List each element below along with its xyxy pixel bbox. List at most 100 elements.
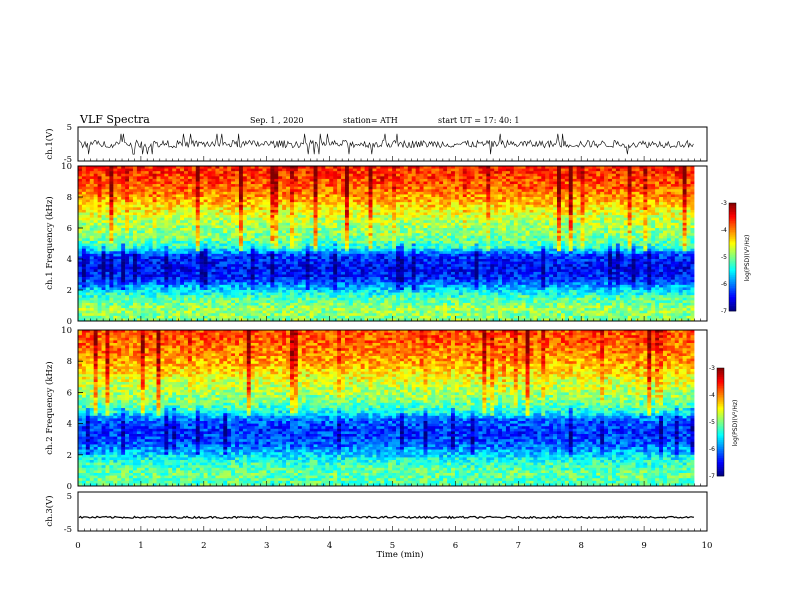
spec1-cell [254,310,259,314]
spec1-cell [262,171,267,175]
spec1-cell [215,261,220,265]
spec1-cell [125,233,130,237]
spec1-cell [101,171,106,175]
spec1-cell [282,246,287,249]
spec1-cell [282,271,287,275]
spec1-cell [266,246,271,249]
spec1-cell [105,271,110,275]
spec1-cell [274,181,279,185]
spec1-cell [140,305,146,309]
spec1-cell [113,212,118,216]
spec1-cell [274,300,279,304]
spec1-cell [105,189,110,193]
spec1-cell [117,287,122,291]
spec1-cell [235,284,240,288]
spec1-cell [396,228,401,231]
spec1-cell [235,240,240,244]
spec1-cell [129,215,134,218]
spec1-cell [274,287,279,291]
spec1-cell [125,264,130,268]
spec1-cell [184,189,189,193]
spec1-cell [97,266,102,270]
spec1-cell [388,287,393,291]
spec1-cell [203,194,208,198]
spec1-cell [262,266,267,270]
spec1-cell [278,266,283,270]
spec1-cell [396,246,401,249]
spec1-cell [396,318,401,322]
spec1-cell [317,178,322,182]
spec1-cell [235,233,240,237]
spec1-cell [180,292,185,296]
spec1-cell [290,240,295,244]
spec1-cell [195,246,201,249]
spec1-cell [164,315,169,319]
spec1-cell [364,246,369,249]
spec1-cell [309,199,314,203]
spec1-cell [148,189,153,193]
spec1-cell [152,228,157,231]
spec1-cell [368,181,373,185]
spec1-cell [184,287,189,291]
spec1-cell [78,209,83,213]
spec1-cell [392,264,397,268]
spec1-cell [227,194,232,198]
spec1-cell [184,202,189,206]
spec1-cell [93,271,98,275]
spec1-cell [278,318,283,322]
spec1-cell [113,186,118,190]
spec1-cell [81,176,87,180]
spec1-cell [172,212,177,216]
spec1-cell [227,305,232,309]
spec1-cell [242,184,248,187]
spec1-cell [93,282,98,286]
spec1-cell [215,202,220,206]
spec1-cell [282,302,287,306]
spec1-cell [156,243,161,247]
spec1-cell [207,256,212,260]
spec1-cell [266,168,271,172]
spec1-cell [176,238,181,242]
spec1-cell [392,220,397,224]
spec1-cell [317,318,322,322]
spec1-cell [372,204,377,208]
spec1-cell [164,204,169,208]
spec1-cell [301,310,307,314]
spec1-cell [274,297,279,301]
spec1-cell [136,266,142,270]
spec1-cell [333,222,338,226]
spec1-cell [117,264,122,268]
spec1-cell [293,207,299,211]
spec1-cell [117,300,122,304]
spec1-cell [223,284,228,288]
spec1-cell [274,186,279,190]
spec1-cell [235,228,240,231]
spec1-cell [207,204,212,208]
spec1-cell [388,300,393,304]
spec1-cell [290,176,295,180]
spec1-cell [329,315,334,319]
spec1-cell [317,220,322,224]
spec1-cell [238,225,244,229]
spec1-cell [317,310,322,314]
spec1-cell [168,282,173,286]
spec1-cell [286,300,291,304]
spec1-cell [172,166,177,169]
spec1-cell [93,308,98,311]
spec1-cell [254,274,259,278]
spec1-cell [227,290,232,293]
spec1-cell [317,202,322,206]
spec1-cell [81,284,87,288]
spec1-cell [195,261,201,265]
spec1-cell [132,176,138,180]
spec1-cell [203,264,208,268]
spec1-cell [282,173,287,177]
spec1-cell [187,248,193,252]
spec1-cell [286,284,291,288]
spec1-cell [286,220,291,224]
spec1-cell [85,243,91,247]
spec1-cell [290,228,295,231]
spec1-cell [105,308,110,311]
spec1-cell [109,279,114,283]
spec1-cell [117,246,122,249]
